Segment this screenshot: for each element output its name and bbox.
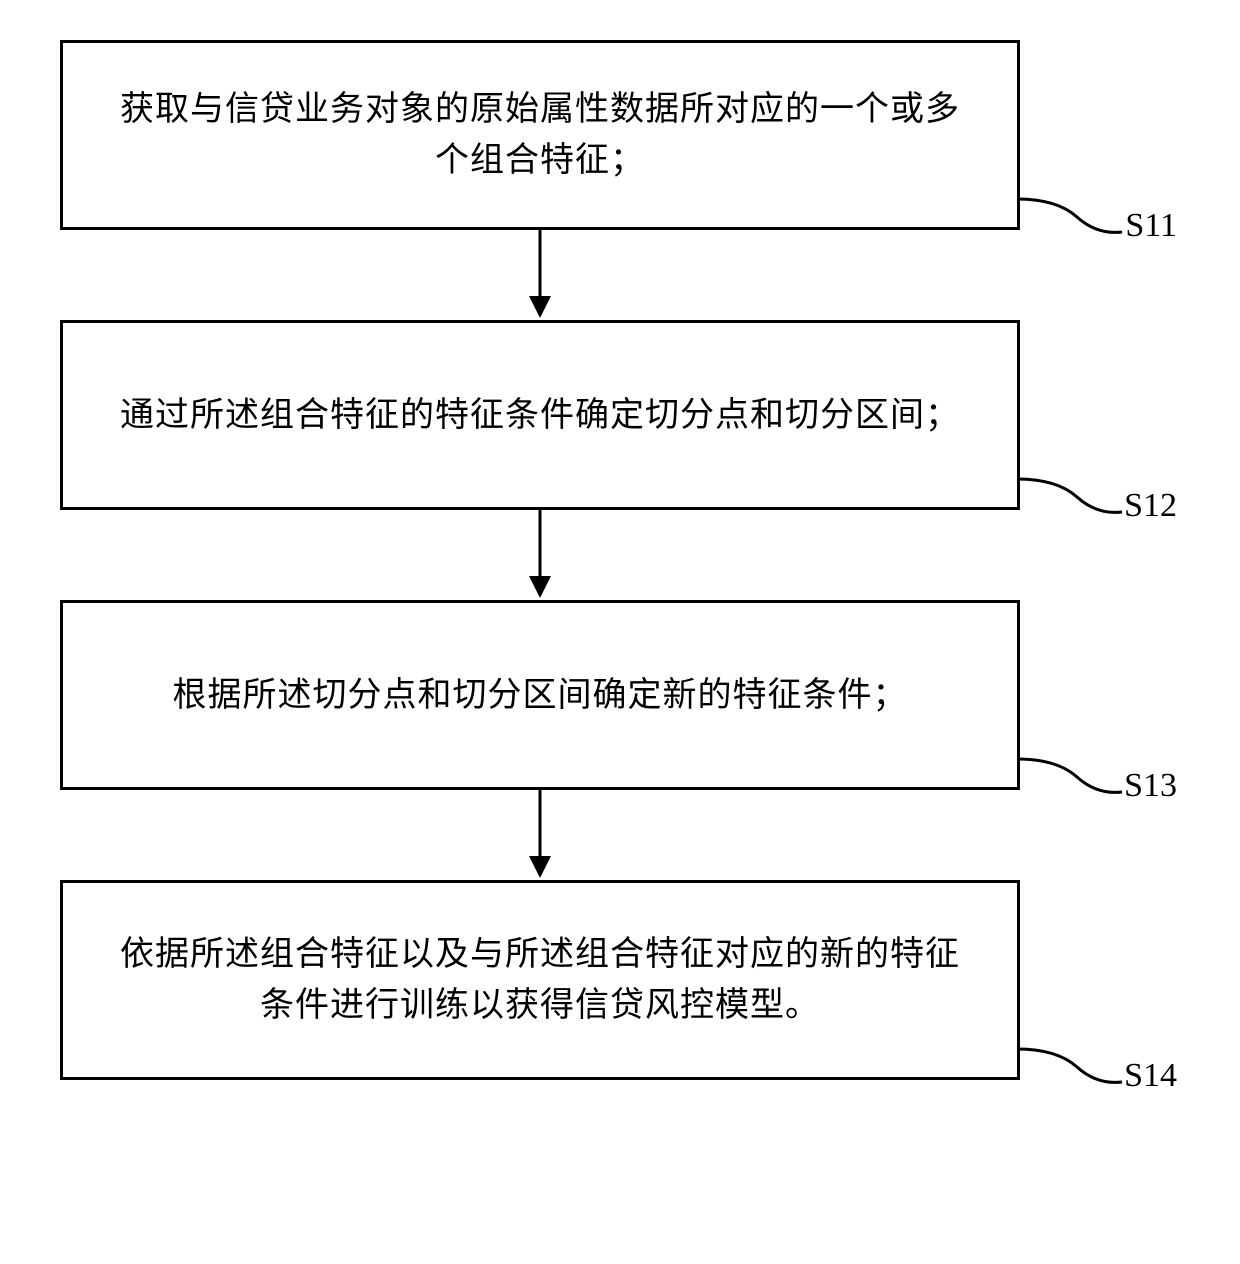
flow-step-text: 依据所述组合特征以及与所述组合特征对应的新的特征条件进行训练以获得信贷风控模型。: [103, 929, 977, 1031]
flow-step-s14: 依据所述组合特征以及与所述组合特征对应的新的特征条件进行训练以获得信贷风控模型。…: [60, 880, 1020, 1080]
step-label: S13: [1124, 760, 1177, 811]
step-label: S12: [1124, 480, 1177, 531]
flow-arrow: [60, 230, 1020, 320]
step-label-connector: S13: [1017, 737, 1177, 807]
flow-step-text: 获取与信贷业务对象的原始属性数据所对应的一个或多个组合特征；: [103, 84, 977, 186]
flow-step-s11: 获取与信贷业务对象的原始属性数据所对应的一个或多个组合特征； S11: [60, 40, 1020, 230]
step-label: S14: [1124, 1050, 1177, 1101]
flow-step-text: 通过所述组合特征的特征条件确定切分点和切分区间；: [120, 390, 960, 441]
flow-step-s12: 通过所述组合特征的特征条件确定切分点和切分区间； S12: [60, 320, 1020, 510]
step-label: S11: [1125, 200, 1177, 251]
flow-arrow: [60, 790, 1020, 880]
step-label-connector: S12: [1017, 457, 1177, 527]
flow-step-s13: 根据所述切分点和切分区间确定新的特征条件； S13: [60, 600, 1020, 790]
step-label-connector: S14: [1017, 1027, 1177, 1097]
flow-arrow: [60, 510, 1020, 600]
flowchart-container: 获取与信贷业务对象的原始属性数据所对应的一个或多个组合特征； S11 通过所述组…: [60, 40, 1180, 1080]
step-label-connector: S11: [1017, 177, 1177, 247]
flow-step-text: 根据所述切分点和切分区间确定新的特征条件；: [173, 670, 908, 721]
